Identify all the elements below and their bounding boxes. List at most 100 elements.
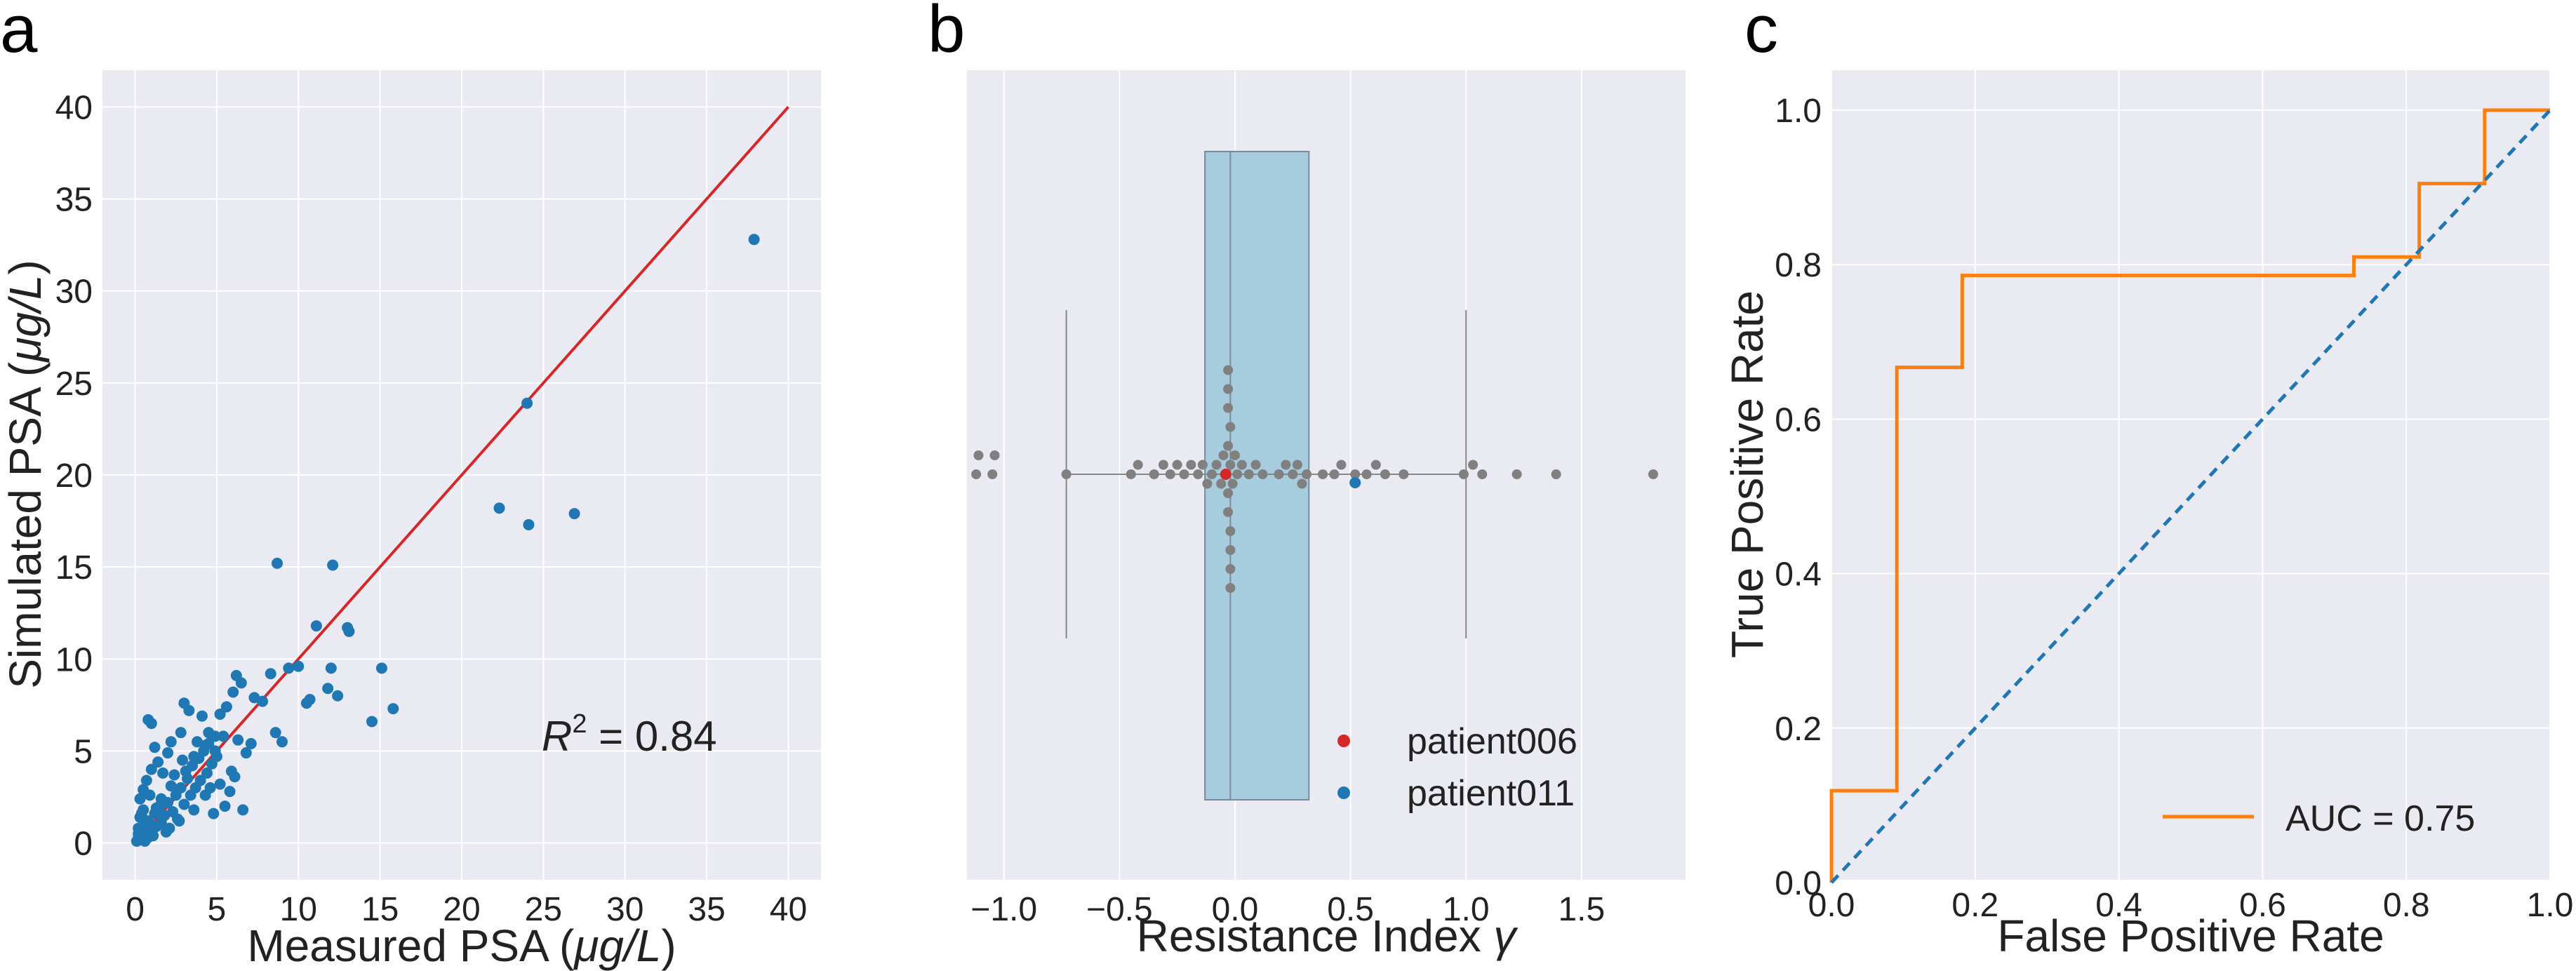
panel-a-y-tick-label-3: 15: [55, 549, 93, 587]
panel-a-point-97: [521, 397, 533, 409]
panel-a-point-94: [493, 502, 505, 514]
panel-a-point-106: [155, 793, 167, 805]
panel-c-x-tick-label-5: 1.0: [2527, 887, 2574, 924]
panel-b-swarm-point-47: [1511, 469, 1522, 479]
panel-a-x-tick-label-3: 15: [361, 891, 399, 928]
panel-b-swarm-point-26: [1236, 460, 1247, 470]
panel-a-letter: a: [0, 0, 38, 67]
panel-a-r2-annotation: R2 = 0.84: [542, 709, 717, 760]
panel-a-point-82: [304, 693, 316, 705]
panel-a-point-60: [188, 804, 200, 816]
panel-c-letter: c: [1744, 0, 1778, 67]
panel-a-y-tick-label-6: 30: [55, 274, 93, 311]
panel-b-swarm-point-23: [1227, 478, 1238, 489]
panel-a-point-84: [322, 683, 334, 695]
panel-b-swarm-point-13: [1193, 469, 1203, 479]
panel-b-swarm-point-8: [1158, 460, 1168, 470]
panel-b-swarm-point-49: [1648, 469, 1658, 479]
panel-a-point-80: [293, 660, 305, 672]
panel-a-points: [131, 234, 760, 847]
panel-b-swarm-point-4: [1061, 469, 1072, 479]
panel-b-x-tick-label-3: 0.5: [1327, 891, 1374, 928]
panel-a-point-70: [232, 734, 244, 746]
panel-a-point-41: [142, 714, 154, 725]
panel-a-point-114: [140, 819, 152, 831]
panel-a-point-69: [245, 737, 257, 749]
panel-c-x-tick-label-4: 0.8: [2383, 887, 2430, 924]
panel-b-swarm-point-53: [1225, 526, 1236, 536]
panel-a-scatter: a 0 5 10 15 20 25 30 35 40 0 5 10 15 20 25 30 35 40 R2 =…: [0, 0, 821, 971]
panel-a-point-52: [140, 775, 152, 786]
panel-b-x-tick-label-1: −0.5: [1086, 891, 1153, 928]
panel-a-point-85: [325, 662, 337, 674]
panel-b-swarm-point-52: [1225, 422, 1236, 432]
panel-b-swarm-point-7: [1149, 469, 1159, 479]
panel-a-point-64: [224, 786, 236, 798]
panel-b-swarm-point-28: [1250, 460, 1261, 470]
panel-a-y-tick-label-4: 20: [55, 457, 93, 495]
panel-b-swarm-point-34: [1297, 478, 1307, 489]
panel-a-x-tick-label-4: 20: [443, 891, 480, 928]
panel-b-swarm-point-35: [1302, 469, 1312, 479]
panel-c-x-tick-label-1: 0.2: [1951, 887, 1998, 924]
panel-b-legend: patient006 patient011: [1337, 721, 1577, 814]
panel-b-swarm-point-16: [1207, 469, 1217, 479]
panel-a-y-tick-label-5: 25: [55, 366, 93, 403]
panel-a-point-93: [387, 703, 399, 715]
panel-b-swarm-point-42: [1380, 469, 1390, 479]
panel-a-point-89: [272, 557, 283, 569]
legend-marker-patient006: [1337, 735, 1350, 747]
panel-a-point-42: [165, 736, 177, 748]
panel-a-point-111: [209, 745, 221, 757]
panel-a-y-tick-label-2: 10: [55, 641, 93, 678]
panel-c-x-ticks: 0.0 0.2 0.4 0.6 0.8 1.0: [1808, 887, 2574, 924]
panel-a-y-tick-label-8: 40: [55, 89, 93, 126]
panel-a-point-90: [327, 559, 339, 571]
legend-marker-patient011: [1337, 786, 1350, 799]
panel-a-point-92: [375, 662, 387, 674]
panel-a-point-73: [230, 669, 242, 681]
panel-b-swarm-point-12: [1186, 460, 1196, 470]
panel-a-point-45: [178, 697, 190, 709]
panel-b-swarm-point-55: [1225, 545, 1236, 555]
panel-a-point-33: [194, 775, 206, 786]
panel-b-swarm-point-33: [1292, 460, 1302, 470]
panel-c-series-chance-line: [1830, 109, 2551, 884]
panel-c-y-tick-label-3: 0.6: [1775, 401, 1822, 438]
panel-b-swarm-point-45: [1468, 460, 1479, 470]
panel-b-x-axis-label: Resistance Index γ: [1137, 911, 1519, 961]
legend-label-patient006: patient006: [1407, 721, 1577, 762]
panel-b-swarm-point-10: [1172, 460, 1182, 470]
panel-a-point-50: [134, 793, 146, 805]
panel-b-swarm-point-31: [1281, 460, 1291, 470]
panel-a-point-54: [152, 756, 164, 768]
panel-b-swarm-point-59: [1225, 583, 1236, 593]
panel-b-swarm-point-54: [1223, 403, 1234, 413]
panel-a-point-104: [135, 808, 147, 819]
panel-b-boxplot: b −1.0 −0.5 0.0 0.5 1.0 1.5 patient006 patien…: [928, 0, 1686, 961]
panel-c-roc: c 0.0 0.2 0.4 0.6 0.8 1.0 0.00.20.40.60.81.0 …: [1722, 0, 2573, 961]
legend-label-patient011: patient011: [1407, 773, 1575, 814]
panel-b-x-tick-label-0: −1.0: [970, 891, 1037, 928]
panel-a-y-tick-label-7: 35: [55, 182, 93, 219]
panel-b-swarm-point-30: [1274, 469, 1284, 479]
panel-b-swarm-point-25: [1232, 469, 1243, 479]
panel-b-swarm-point-3: [989, 450, 1000, 460]
panel-c-y-tick-label-0: 0.0: [1775, 865, 1822, 902]
panel-a-point-99: [225, 765, 237, 777]
panel-b-x-tick-label-5: 1.5: [1558, 891, 1605, 928]
panel-b-swarm-point-2: [987, 469, 998, 479]
panel-a-point-105: [144, 789, 156, 801]
panel-a-point-43: [175, 727, 187, 739]
legend-label-auc: AUC = 0.75: [2285, 798, 2475, 839]
panel-a-point-75: [257, 695, 269, 707]
panel-b-swarm-point-36: [1318, 469, 1328, 479]
panel-a-point-110: [199, 739, 211, 751]
panel-b-swarm-point-9: [1165, 469, 1175, 479]
panel-a-point-27: [178, 798, 190, 810]
panel-a-point-71: [227, 686, 239, 698]
panel-b-swarm-point-17: [1211, 460, 1222, 470]
panel-a-point-100: [204, 782, 216, 793]
panel-a-point-62: [208, 808, 220, 819]
panel-c-plot-area: [1831, 70, 2550, 880]
